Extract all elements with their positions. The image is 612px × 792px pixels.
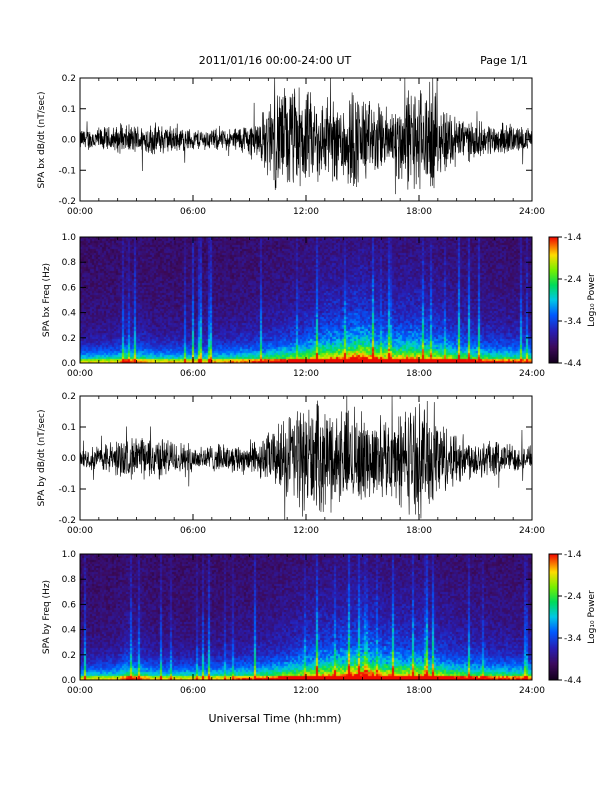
- by-spectrogram-ylabel: SPA by Freq (Hz): [42, 580, 52, 654]
- colorbar-tick-label: -3.4: [564, 634, 582, 644]
- by-colorbar-ticks: -1.4 -2.4 -3.4 -4.4: [558, 550, 582, 686]
- by-dbdt-trace: [79, 395, 533, 521]
- y-tick-label: 0.0: [62, 676, 77, 686]
- x-tick-label: 06:00: [180, 369, 206, 379]
- bx-spectrogram-image: [80, 237, 532, 363]
- panel-by-spectrogram: 00:00 06:00 12:00 18:00 24:00 1.0 0.8 0.6 0.4 0.2…: [42, 550, 597, 696]
- x-tick-label: 12:00: [293, 207, 319, 217]
- colorbar-tick-label: -3.4: [564, 317, 582, 327]
- by-colorbar-label: Log₁₀ Power: [587, 590, 597, 644]
- x-tick-label: 06:00: [180, 526, 206, 536]
- colorbar-tick-label: -1.4: [564, 233, 582, 243]
- x-tick-label: 18:00: [406, 369, 432, 379]
- y-tick-label: 1.0: [62, 233, 77, 243]
- y-tick-label: 0.4: [62, 626, 77, 636]
- time-series-line: [79, 77, 533, 195]
- x-tick-label: 00:00: [67, 526, 93, 536]
- y-tick-label: 0.8: [62, 575, 77, 585]
- x-axis-title: Universal Time (hh:mm): [209, 712, 342, 725]
- y-tick-label: 0.1: [62, 423, 76, 433]
- colorbar-tick-label: -4.4: [564, 359, 582, 369]
- bx-dbdt-ticks: 00:00 06:00 12:00 18:00 24:00 0.2 0.1 0.0 -0.1 -0…: [58, 74, 545, 217]
- colorbar-tick-label: -2.4: [564, 275, 582, 285]
- x-tick-label: 24:00: [519, 526, 545, 536]
- y-tick-label: -0.1: [58, 485, 76, 495]
- by-dbdt-ylabel: SPA by dB/dt (nT/sec): [37, 410, 47, 507]
- time-series-line: [79, 395, 533, 521]
- y-tick-label: 0.8: [62, 258, 77, 268]
- bx-colorbar-label: Log₁₀ Power: [587, 273, 597, 327]
- x-tick-label: 24:00: [519, 369, 545, 379]
- x-tick-label: 24:00: [519, 207, 545, 217]
- by-spectrogram-ticks: 00:00 06:00 12:00 18:00 24:00 1.0 0.8 0.6 0.4 0.2…: [62, 550, 546, 696]
- page-label: Page 1/1: [480, 54, 528, 67]
- bx-dbdt-trace: [79, 77, 533, 195]
- y-tick-label: -0.1: [58, 166, 76, 176]
- y-tick-label: 1.0: [62, 550, 77, 560]
- bx-spectrogram-ylabel: SPA bx Freq (Hz): [42, 263, 52, 337]
- colorbar-tick-label: -4.4: [564, 676, 582, 686]
- x-tick-label: 00:00: [67, 686, 93, 696]
- y-tick-label: 0.0: [62, 454, 77, 464]
- x-tick-label: 00:00: [67, 369, 93, 379]
- x-tick-label: 06:00: [180, 686, 206, 696]
- colorbar-tick-label: -2.4: [564, 592, 582, 602]
- y-tick-label: 0.2: [62, 392, 76, 402]
- panel-by-dbdt: 00:00 06:00 12:00 18:00 24:00 0.2 0.1 0.0 -0.1 -0…: [37, 392, 545, 536]
- x-tick-label: 12:00: [293, 526, 319, 536]
- y-tick-label: 0.4: [62, 309, 77, 319]
- x-tick-label: 18:00: [406, 526, 432, 536]
- x-tick-label: 12:00: [293, 686, 319, 696]
- by-colorbar: [549, 554, 558, 680]
- bx-colorbar: [549, 237, 558, 363]
- x-tick-label: 18:00: [406, 686, 432, 696]
- bx-dbdt-ylabel: SPA bx dB/dt (nT/sec): [37, 92, 47, 189]
- y-tick-label: 0.6: [62, 600, 77, 610]
- bx-spectrogram-ticks: 00:00 06:00 12:00 18:00 24:00 1.0 0.8 0.6 0.4 0.2…: [62, 233, 546, 379]
- colorbar-tick-label: -1.4: [564, 550, 582, 560]
- bx-colorbar-frame: [548, 236, 559, 364]
- panel-bx-dbdt: 00:00 06:00 12:00 18:00 24:00 0.2 0.1 0.0 -0.1 -0…: [37, 74, 545, 217]
- bx-colorbar-ticks: -1.4 -2.4 -3.4 -4.4: [558, 233, 582, 369]
- y-tick-label: -0.2: [58, 516, 76, 526]
- x-tick-label: 24:00: [519, 686, 545, 696]
- panel-bx-spectrogram: 00:00 06:00 12:00 18:00 24:00 1.0 0.8 0.6 0.4 0.2…: [42, 233, 597, 379]
- y-tick-label: 0.1: [62, 105, 76, 115]
- x-tick-label: 06:00: [180, 207, 206, 217]
- by-colorbar-frame: [548, 553, 559, 681]
- y-tick-label: 0.0: [62, 136, 77, 146]
- by-dbdt-ticks: 00:00 06:00 12:00 18:00 24:00 0.2 0.1 0.0 -0.1 -0…: [58, 392, 545, 536]
- by-spectrogram-image: [80, 554, 532, 680]
- x-tick-label: 12:00: [293, 369, 319, 379]
- x-tick-label: 00:00: [67, 207, 93, 217]
- y-tick-label: 0.2: [62, 651, 76, 661]
- y-tick-label: 0.2: [62, 74, 76, 84]
- figure-header: 2011/01/16 00:00-24:00 UT: [199, 54, 352, 67]
- x-tick-label: 18:00: [406, 207, 432, 217]
- y-tick-label: 0.0: [62, 359, 77, 369]
- y-tick-label: 0.6: [62, 283, 77, 293]
- y-tick-label: 0.2: [62, 334, 76, 344]
- y-tick-label: -0.2: [58, 197, 76, 207]
